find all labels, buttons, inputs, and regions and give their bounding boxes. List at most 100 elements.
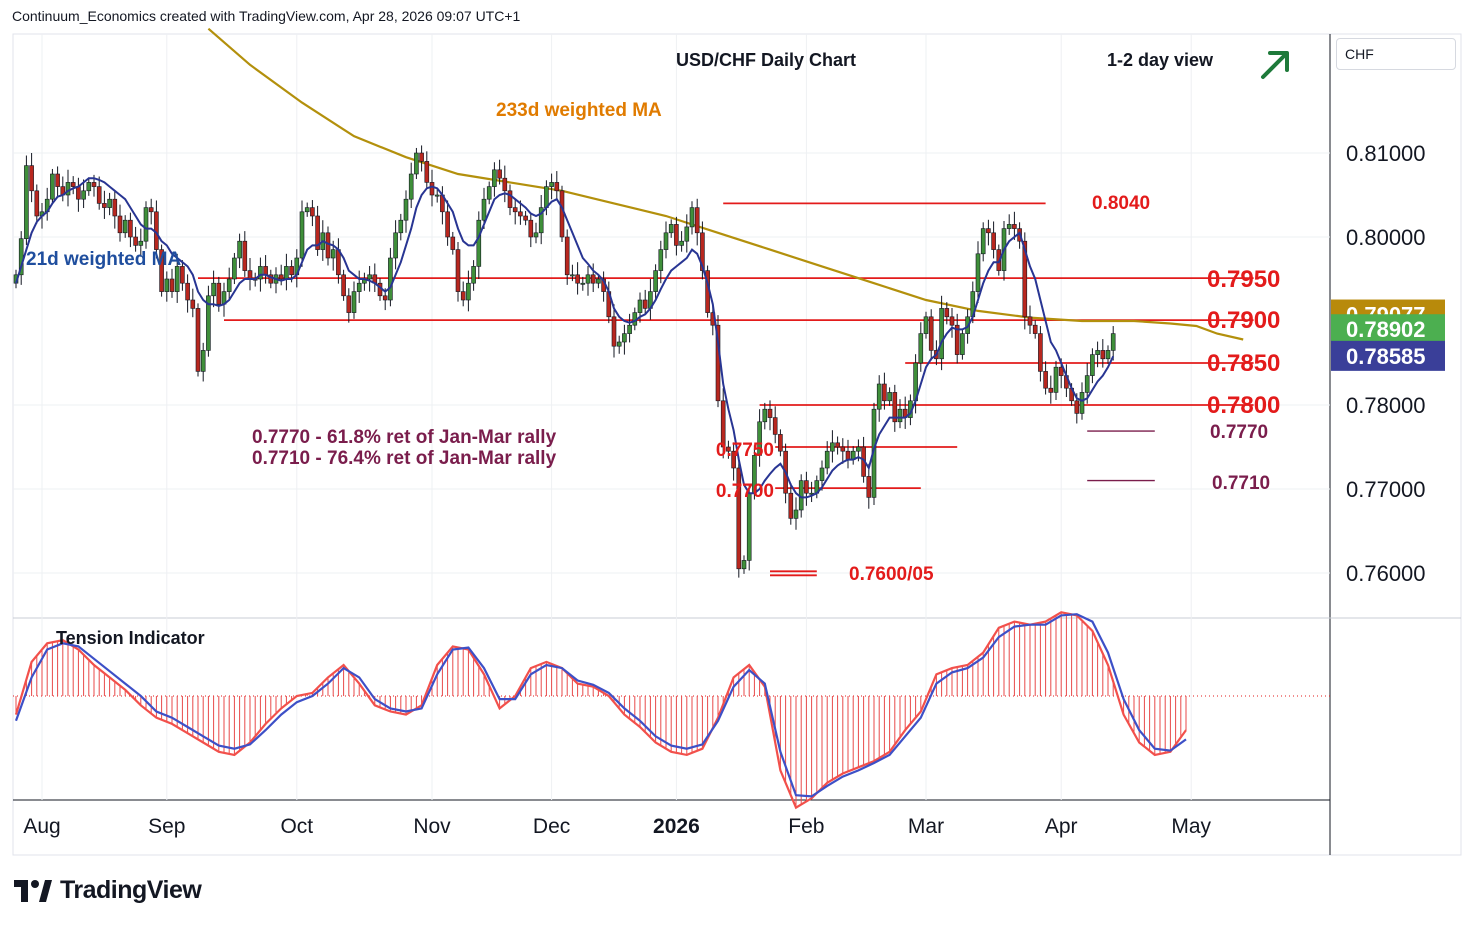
candle: [18, 231, 24, 285]
candle: [502, 165, 508, 203]
candle-body: [892, 392, 898, 423]
candle: [372, 263, 378, 293]
candle: [830, 430, 835, 463]
candle: [923, 311, 929, 339]
candle-body: [24, 165, 29, 239]
candle: [554, 171, 560, 200]
candle: [96, 176, 102, 210]
candle-body: [122, 219, 128, 234]
candle: [653, 264, 658, 300]
candle-body: [174, 266, 180, 292]
candle: [559, 185, 565, 243]
candle-body: [486, 186, 492, 200]
candle-body: [668, 224, 674, 234]
candle: [117, 204, 123, 242]
candle: [949, 307, 955, 338]
candle-body: [637, 299, 643, 313]
candle: [497, 159, 502, 185]
candle: [616, 335, 622, 354]
candle: [237, 233, 242, 269]
candle-body: [185, 282, 190, 301]
candle: [29, 153, 34, 203]
candle: [580, 276, 586, 291]
brand[interactable]: TradingView: [14, 876, 202, 905]
candle: [81, 179, 86, 209]
candle-body: [128, 219, 133, 238]
annotation-233d: 233d weighted MA: [496, 100, 662, 121]
candle-body: [211, 282, 216, 297]
candle-body: [674, 224, 679, 246]
candle: [788, 483, 794, 525]
candle-body: [819, 467, 825, 481]
candle: [388, 247, 393, 307]
wma233-line: [207, 27, 1244, 341]
candle-body: [642, 299, 648, 309]
candle: [450, 231, 456, 255]
candle-body: [216, 282, 222, 305]
candles: [13, 145, 1116, 578]
candle: [242, 231, 248, 277]
currency-badge[interactable]: CHF: [1336, 38, 1456, 70]
candle-body: [533, 232, 539, 238]
candle: [268, 269, 274, 289]
candle-body: [138, 240, 144, 246]
candle: [310, 200, 315, 227]
candle: [549, 173, 554, 200]
candle-body: [980, 228, 986, 255]
candle-body: [585, 274, 591, 284]
candle-body: [419, 152, 424, 162]
level-label: 0.8040: [1092, 193, 1150, 214]
candle-body: [304, 207, 310, 213]
candle-body: [133, 236, 138, 246]
candle: [419, 145, 424, 172]
candle-body: [731, 450, 736, 469]
candle: [980, 222, 986, 262]
candle-body: [1038, 333, 1043, 372]
candle: [398, 213, 404, 241]
tension-indicator: Tension Indicator: [13, 611, 1330, 810]
candle-body: [538, 207, 544, 234]
candle-body: [689, 207, 695, 228]
candle: [648, 279, 653, 320]
candle-body: [1043, 371, 1048, 389]
y-tick-label: 0.81000: [1346, 141, 1426, 166]
candle: [954, 313, 960, 364]
candle-body: [1053, 366, 1059, 393]
candle-body: [367, 274, 372, 280]
candle: [492, 162, 497, 197]
candle-body: [330, 249, 336, 259]
candle-body: [887, 392, 892, 402]
price-badge-label: 0.78585: [1346, 344, 1426, 369]
candle: [1095, 341, 1100, 368]
candle: [471, 260, 476, 291]
candle-body: [897, 408, 903, 423]
candle: [86, 177, 92, 196]
candle-body: [518, 211, 523, 217]
candle: [148, 198, 154, 225]
candle: [159, 244, 164, 297]
candle: [726, 440, 731, 459]
candle: [528, 212, 534, 248]
candle-body: [112, 198, 118, 217]
candle-body: [544, 186, 549, 208]
level-label: 0.7750: [716, 440, 774, 461]
candle: [226, 267, 232, 301]
candle: [1012, 211, 1017, 240]
candle: [533, 222, 539, 244]
candle: [102, 190, 107, 219]
candle: [882, 372, 887, 410]
candle-body: [830, 442, 835, 452]
candle-body: [840, 446, 846, 452]
candle-body: [226, 278, 232, 292]
candle-body: [960, 333, 965, 355]
candle: [325, 226, 331, 266]
candle: [804, 471, 809, 506]
candle: [195, 303, 201, 377]
candle-body: [622, 333, 627, 343]
candle-body: [403, 198, 409, 221]
candle: [793, 497, 799, 530]
candle: [247, 258, 253, 291]
candle: [684, 214, 690, 253]
y-tick-label: 0.76000: [1346, 561, 1426, 586]
